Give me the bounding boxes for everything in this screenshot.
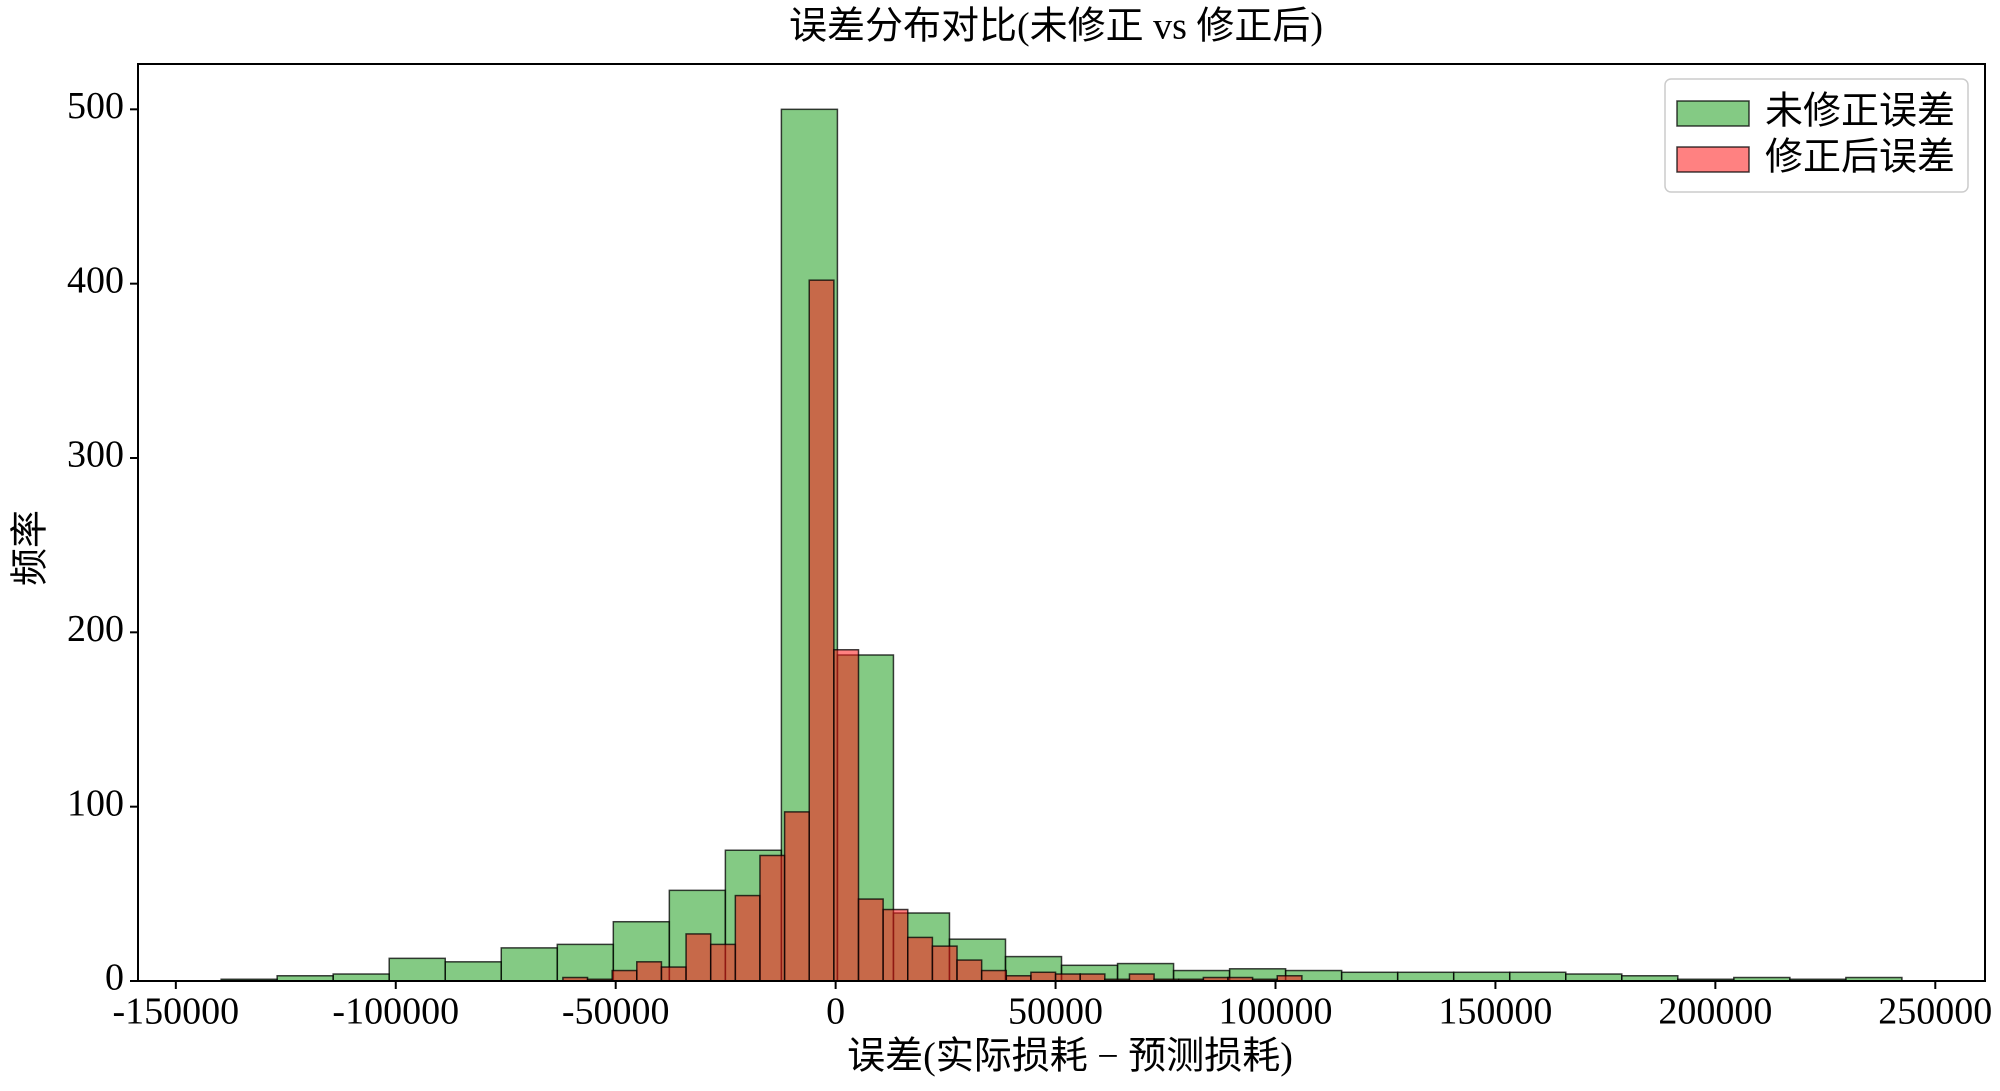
bar bbox=[444, 961, 503, 982]
bar bbox=[1128, 973, 1155, 982]
bar bbox=[833, 649, 860, 982]
bar bbox=[907, 936, 934, 982]
bar bbox=[734, 894, 761, 982]
bar bbox=[611, 969, 638, 982]
x-tick-label: 150000 bbox=[1438, 991, 1552, 1033]
bar bbox=[931, 945, 958, 982]
bar bbox=[980, 969, 1008, 982]
y-tick-label: 300 bbox=[67, 434, 124, 476]
y-tick-label: 100 bbox=[67, 782, 124, 824]
legend-swatch bbox=[1676, 100, 1750, 127]
x-tick-label: 200000 bbox=[1658, 991, 1772, 1033]
legend-label: 未修正误差 bbox=[1765, 91, 1955, 133]
bar bbox=[956, 959, 983, 982]
bar bbox=[500, 947, 559, 982]
bar bbox=[388, 957, 446, 982]
x-tick-label: 0 bbox=[826, 991, 845, 1033]
x-tick-label: 100000 bbox=[1218, 991, 1332, 1033]
bar bbox=[685, 933, 712, 982]
bar bbox=[660, 966, 687, 982]
bar bbox=[1030, 971, 1057, 982]
x-tick-label: -50000 bbox=[562, 991, 670, 1033]
bar bbox=[857, 898, 884, 982]
legend-swatch bbox=[1676, 146, 1750, 173]
bar bbox=[556, 943, 615, 982]
chart-title: 误差分布对比(未修正 vs 修正后) bbox=[789, 6, 1323, 48]
bar bbox=[759, 854, 786, 982]
bar bbox=[882, 908, 909, 982]
x-tick-label: -150000 bbox=[113, 991, 240, 1033]
bar bbox=[808, 279, 835, 982]
x-tick-label: 50000 bbox=[1008, 991, 1103, 1033]
bar bbox=[1054, 973, 1081, 982]
bar bbox=[1452, 971, 1511, 982]
y-tick-label: 200 bbox=[67, 608, 124, 650]
x-tick-label: -100000 bbox=[332, 991, 459, 1033]
legend-label: 修正后误差 bbox=[1765, 137, 1955, 179]
plot-frame bbox=[137, 63, 1986, 982]
y-axis-label: 频率 bbox=[10, 510, 52, 586]
bar bbox=[332, 973, 390, 982]
bar bbox=[709, 943, 737, 982]
y-tick-label: 500 bbox=[67, 85, 124, 127]
bar bbox=[1340, 971, 1399, 982]
bar bbox=[1508, 971, 1567, 982]
x-axis-label: 误差(实际损耗 − 预测损耗) bbox=[847, 1036, 1293, 1078]
bar bbox=[1396, 971, 1455, 982]
bar bbox=[1079, 973, 1106, 982]
x-tick-label: 250000 bbox=[1878, 991, 1992, 1033]
bar bbox=[1565, 973, 1623, 982]
y-tick-label: 0 bbox=[105, 957, 124, 999]
bar bbox=[783, 811, 810, 982]
bar bbox=[636, 961, 663, 982]
y-tick-label: 400 bbox=[67, 259, 124, 301]
